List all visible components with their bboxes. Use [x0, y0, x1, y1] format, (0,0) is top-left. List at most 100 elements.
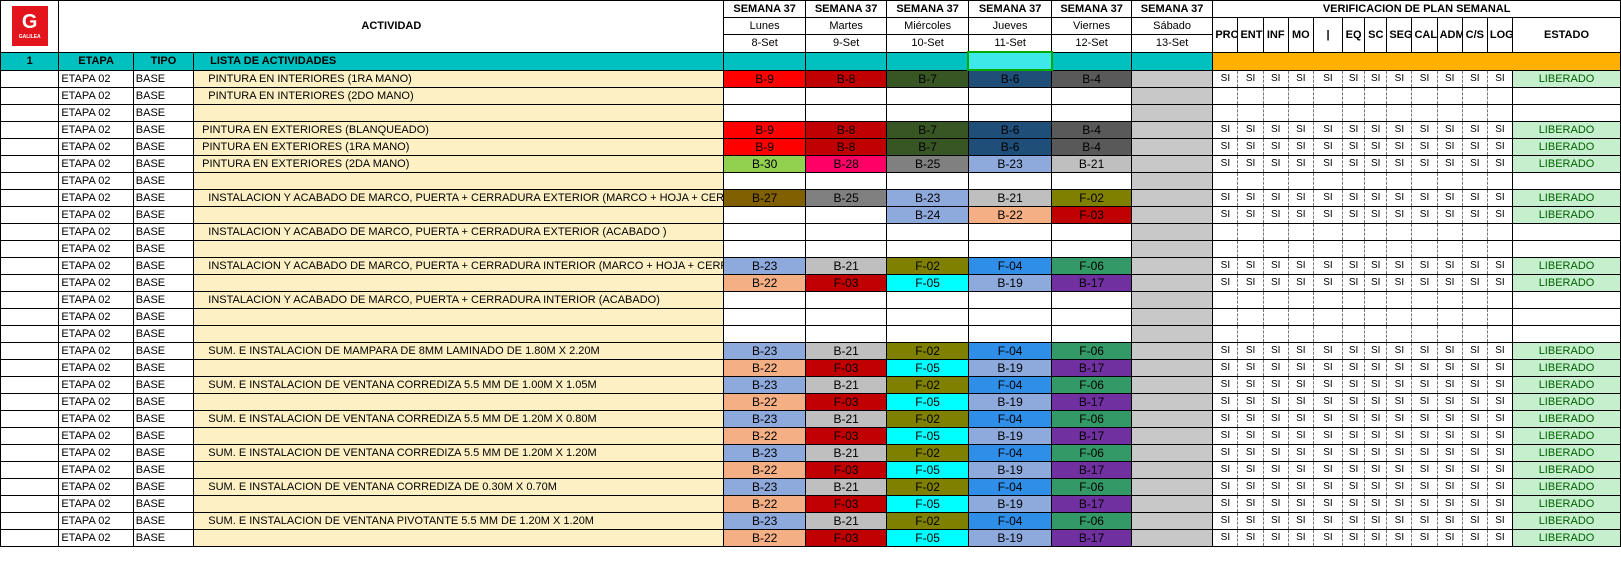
verif-cell[interactable]: SI	[1436, 121, 1463, 139]
subheader-day-cell[interactable]	[886, 51, 969, 71]
verif-cell[interactable]: SI	[1364, 410, 1388, 428]
verif-cell[interactable]: SI	[1237, 138, 1264, 156]
verif-cell[interactable]: SI	[1364, 189, 1388, 207]
saturday-cell[interactable]	[1130, 138, 1214, 156]
schedule-cell[interactable]: B-21	[804, 257, 888, 275]
verif-cell[interactable]: SI	[1237, 478, 1264, 496]
verif-cell[interactable]: SI	[1262, 342, 1289, 360]
subheader-day-cell[interactable]	[804, 51, 888, 71]
actividad-cell[interactable]: PINTURA EN EXTERIORES (2DA MANO)	[193, 155, 725, 173]
tipo-cell[interactable]: BASE	[132, 325, 195, 343]
schedule-cell[interactable]: F-03	[1051, 206, 1132, 224]
schedule-cell[interactable]: F-02	[886, 410, 969, 428]
verif-cell[interactable]: SI	[1436, 342, 1463, 360]
actividad-cell[interactable]	[193, 495, 725, 513]
etapa-cell[interactable]: ETAPA 02	[58, 342, 134, 360]
schedule-cell[interactable]: B-4	[1051, 121, 1132, 139]
verif-cell[interactable]: SI	[1461, 359, 1488, 377]
saturday-cell[interactable]	[1130, 104, 1214, 122]
verif-cell[interactable]: SI	[1364, 529, 1388, 547]
verif-cell[interactable]: SI	[1486, 121, 1514, 139]
tipo-cell[interactable]: BASE	[132, 308, 195, 326]
schedule-cell[interactable]: F-05	[886, 274, 969, 292]
verif-cell[interactable]: SI	[1212, 529, 1239, 547]
verif-cell[interactable]: SI	[1486, 257, 1514, 275]
schedule-cell[interactable]: F-05	[886, 393, 969, 411]
schedule-cell[interactable]: F-04	[967, 376, 1053, 394]
verif-cell[interactable]: SI	[1342, 512, 1366, 530]
verif-cell[interactable]: SI	[1212, 359, 1239, 377]
verif-cell[interactable]: SI	[1312, 461, 1344, 479]
row-number-cell[interactable]	[0, 342, 60, 360]
actividad-cell[interactable]	[193, 393, 725, 411]
verif-cell[interactable]: SI	[1287, 495, 1314, 513]
row-number-cell[interactable]	[0, 223, 60, 241]
schedule-cell[interactable]: F-02	[1051, 189, 1132, 207]
verif-cell[interactable]	[1212, 223, 1239, 241]
row-number-cell[interactable]	[0, 410, 60, 428]
saturday-cell[interactable]	[1130, 206, 1214, 224]
verif-cell[interactable]: SI	[1287, 155, 1314, 173]
verif-cell[interactable]: SI	[1262, 512, 1289, 530]
verif-cell[interactable]: SI	[1342, 410, 1366, 428]
schedule-cell[interactable]: B-21	[804, 410, 888, 428]
verif-cell[interactable]: SI	[1364, 376, 1388, 394]
verif-cell[interactable]: SI	[1461, 138, 1488, 156]
schedule-cell[interactable]: B-23	[886, 189, 969, 207]
verif-cell[interactable]: SI	[1212, 206, 1239, 224]
verif-cell[interactable]: SI	[1486, 342, 1514, 360]
verif-cell[interactable]: SI	[1411, 461, 1438, 479]
verif-cell[interactable]: SI	[1312, 529, 1344, 547]
verif-cell[interactable]	[1461, 240, 1488, 258]
schedule-cell[interactable]: B-8	[804, 69, 888, 88]
verif-cell[interactable]	[1386, 325, 1413, 343]
verif-cell[interactable]: SI	[1212, 69, 1239, 88]
schedule-cell[interactable]: B-9	[723, 121, 806, 139]
verif-cell[interactable]: SI	[1411, 410, 1438, 428]
schedule-cell[interactable]: F-02	[886, 478, 969, 496]
verif-cell[interactable]	[1461, 172, 1488, 190]
verif-cell[interactable]: SI	[1486, 478, 1514, 496]
saturday-cell[interactable]	[1130, 461, 1214, 479]
verif-cell[interactable]: SI	[1212, 274, 1239, 292]
saturday-cell[interactable]	[1130, 121, 1214, 139]
schedule-cell[interactable]	[967, 172, 1053, 190]
verif-cell[interactable]	[1342, 325, 1366, 343]
actividad-cell[interactable]: SUM. E INSTALACION DE VENTANA CORREDIZA …	[193, 376, 725, 394]
verif-cell[interactable]: SI	[1436, 393, 1463, 411]
row-number-cell[interactable]	[0, 240, 60, 258]
etapa-cell[interactable]: ETAPA 02	[58, 393, 134, 411]
verif-cell[interactable]: SI	[1436, 257, 1463, 275]
verif-cell[interactable]: SI	[1486, 138, 1514, 156]
verif-cell[interactable]: SI	[1386, 529, 1413, 547]
verif-cell[interactable]	[1386, 104, 1413, 122]
verif-cell[interactable]	[1262, 325, 1289, 343]
estado-cell[interactable]	[1512, 325, 1621, 343]
verif-cell[interactable]: SI	[1212, 121, 1239, 139]
tipo-cell[interactable]: BASE	[132, 495, 195, 513]
schedule-cell[interactable]: B-23	[723, 410, 806, 428]
verif-cell[interactable]	[1342, 308, 1366, 326]
actividad-cell[interactable]	[193, 308, 725, 326]
schedule-cell[interactable]	[967, 308, 1053, 326]
tipo-cell[interactable]: BASE	[132, 121, 195, 139]
verif-cell[interactable]: SI	[1411, 342, 1438, 360]
verif-cell[interactable]	[1237, 291, 1264, 309]
verif-cell[interactable]: SI	[1364, 512, 1388, 530]
verif-cell[interactable]: SI	[1212, 512, 1239, 530]
verif-cell[interactable]	[1262, 87, 1289, 105]
verif-cell[interactable]: SI	[1436, 495, 1463, 513]
verif-cell[interactable]: SI	[1386, 155, 1413, 173]
actividad-cell[interactable]	[193, 461, 725, 479]
verif-cell[interactable]	[1436, 223, 1463, 241]
verif-cell[interactable]	[1436, 291, 1463, 309]
schedule-cell[interactable]: F-03	[804, 461, 888, 479]
verif-cell[interactable]: SI	[1312, 393, 1344, 411]
schedule-cell[interactable]: B-7	[886, 138, 969, 156]
row-number-cell[interactable]	[0, 376, 60, 394]
schedule-cell[interactable]: B-21	[1051, 155, 1132, 173]
verif-cell[interactable]: SI	[1461, 478, 1488, 496]
actividad-cell[interactable]: SUM. E INSTALACION DE VENTANA PIVOTANTE …	[193, 512, 725, 530]
schedule-cell[interactable]: B-17	[1051, 359, 1132, 377]
verif-cell[interactable]: SI	[1342, 444, 1366, 462]
